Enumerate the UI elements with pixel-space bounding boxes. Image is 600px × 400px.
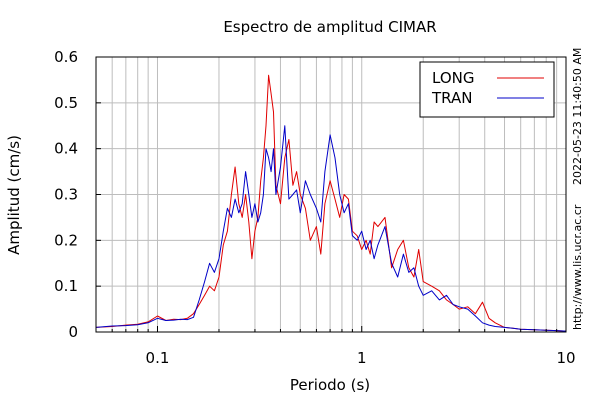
series-line-tran bbox=[95, 125, 567, 332]
x-axis-label: Periodo (s) bbox=[290, 376, 370, 394]
axis-ticks: 0 0.1 0.2 0.3 0.4 0.5 0.6 0.1 1 10 bbox=[54, 48, 575, 367]
y-tick-label: 0.1 bbox=[54, 277, 78, 295]
y-tick-label: 0.5 bbox=[54, 94, 78, 112]
y-tick-label: 0.2 bbox=[54, 231, 78, 249]
series-line-long bbox=[95, 74, 567, 332]
y-tick-label: 0.6 bbox=[54, 48, 78, 66]
timestamp-annotation: 2022-05-23 11:40:50 AM bbox=[571, 48, 584, 185]
legend-label-tran: TRAN bbox=[431, 89, 472, 107]
legend: LONG TRAN bbox=[419, 61, 555, 118]
chart-title: Espectro de amplitud CIMAR bbox=[223, 18, 436, 36]
y-axis-label: Amplitud (cm/s) bbox=[5, 135, 23, 255]
y-tick-label: 0 bbox=[68, 323, 78, 341]
website-annotation: http://www.lis.ucr.ac.cr bbox=[571, 204, 584, 330]
y-tick-label: 0.3 bbox=[54, 186, 78, 204]
x-tick-label: 0.1 bbox=[146, 349, 170, 367]
legend-box bbox=[419, 61, 555, 118]
x-tick-label: 10 bbox=[556, 349, 575, 367]
y-tick-label: 0.4 bbox=[54, 140, 78, 158]
x-tick-label: 1 bbox=[357, 349, 367, 367]
legend-label-long: LONG bbox=[432, 69, 474, 87]
series-layer bbox=[95, 74, 567, 332]
